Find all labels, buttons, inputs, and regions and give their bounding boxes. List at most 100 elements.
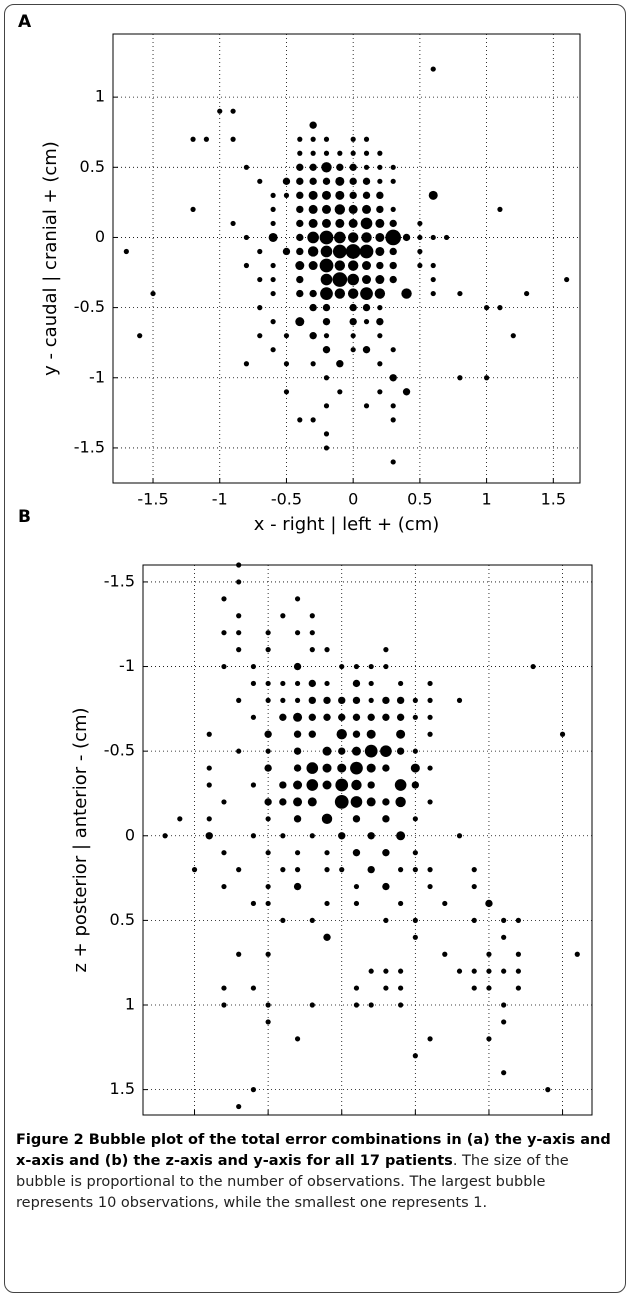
bubble [294, 596, 301, 602]
bubble [322, 177, 331, 186]
bubble [352, 730, 361, 738]
bubble [362, 346, 371, 354]
bubble [427, 680, 433, 687]
bubble [265, 1019, 271, 1025]
bubble [310, 361, 316, 367]
bubble [417, 262, 423, 269]
x-axis-label: x - right | left + (cm) [254, 514, 440, 535]
bubble [347, 260, 359, 271]
bubble [359, 244, 374, 259]
x-tick-label: 1 [482, 490, 492, 509]
bubble [250, 985, 257, 991]
bubble [293, 712, 303, 722]
bubble [364, 744, 378, 758]
bubble [360, 217, 373, 230]
bubble [309, 121, 317, 129]
bubble [396, 713, 405, 721]
bubble [412, 697, 418, 703]
bubble [335, 190, 345, 200]
x-tick-label: -1 [481, 1122, 497, 1126]
bubble [471, 917, 477, 923]
bubble [377, 389, 383, 395]
bubble [236, 647, 242, 653]
y-tick-label: 0.5 [80, 157, 105, 176]
x-tick-label: 0 [348, 490, 358, 509]
bubble [337, 150, 343, 156]
bubble [338, 713, 346, 721]
bubble [486, 1036, 492, 1042]
bubble [295, 261, 305, 271]
bubble [417, 220, 423, 227]
bubble [221, 1002, 227, 1008]
bubble [383, 985, 389, 991]
bubble [320, 287, 333, 300]
bubble [294, 697, 301, 703]
bubble [264, 798, 272, 806]
bubble [427, 765, 433, 771]
y-axis-label: y - caudal | cranial + (cm) [40, 141, 61, 376]
bubble [486, 985, 492, 991]
bubble [377, 178, 383, 184]
bubble [308, 696, 316, 705]
bubble [221, 663, 227, 670]
bubble [376, 191, 384, 200]
y-tick-label: 0 [95, 227, 105, 246]
bubble [443, 234, 450, 241]
x-tick-label: -0.5 [271, 490, 302, 509]
bubble [338, 832, 346, 840]
bubble [350, 347, 356, 353]
bubble [297, 136, 303, 142]
bubble [321, 218, 331, 228]
bubble [282, 177, 291, 186]
bubble [417, 248, 423, 255]
x-tick-label: 0.5 [255, 1122, 280, 1126]
bubble [296, 247, 304, 256]
bubble [335, 778, 349, 792]
bubble [308, 218, 318, 228]
bubble [221, 850, 227, 856]
bubble [309, 833, 315, 839]
bubble [515, 917, 521, 923]
bubble [363, 403, 370, 409]
bubble [309, 630, 315, 636]
bubble [385, 229, 402, 246]
bubble [497, 305, 503, 311]
bubble [206, 782, 212, 788]
bubble [309, 163, 317, 171]
bubble [368, 663, 374, 670]
bubble [390, 417, 396, 423]
bubble [257, 276, 263, 283]
bubble [389, 261, 397, 270]
bubble [375, 246, 385, 256]
bubble [137, 333, 143, 339]
bubble [574, 951, 580, 957]
bubble [293, 730, 302, 738]
y-tick-label: 0.5 [110, 910, 135, 929]
bubble [367, 713, 375, 721]
bubble [501, 1002, 507, 1008]
bubble [332, 244, 347, 259]
bubble [283, 389, 290, 395]
bubble [337, 763, 347, 773]
bubble [347, 273, 359, 286]
bubble [349, 163, 357, 171]
bubble [279, 798, 287, 806]
bubble [123, 248, 129, 255]
plot-frame [142, 564, 593, 1116]
bubble [367, 865, 375, 874]
bubble [335, 176, 345, 186]
bubble [362, 204, 372, 214]
bubble [350, 333, 356, 339]
bubble [411, 781, 420, 789]
bubble [294, 867, 301, 873]
y-tick-label: 1.5 [110, 1079, 135, 1098]
bubble [377, 164, 383, 170]
bubble [353, 900, 360, 907]
bubble [309, 331, 317, 340]
bubble [427, 883, 433, 890]
bubble [471, 968, 477, 974]
bubble [368, 697, 374, 703]
bubble [230, 108, 236, 114]
bubble [389, 275, 397, 284]
bubble [376, 205, 384, 214]
